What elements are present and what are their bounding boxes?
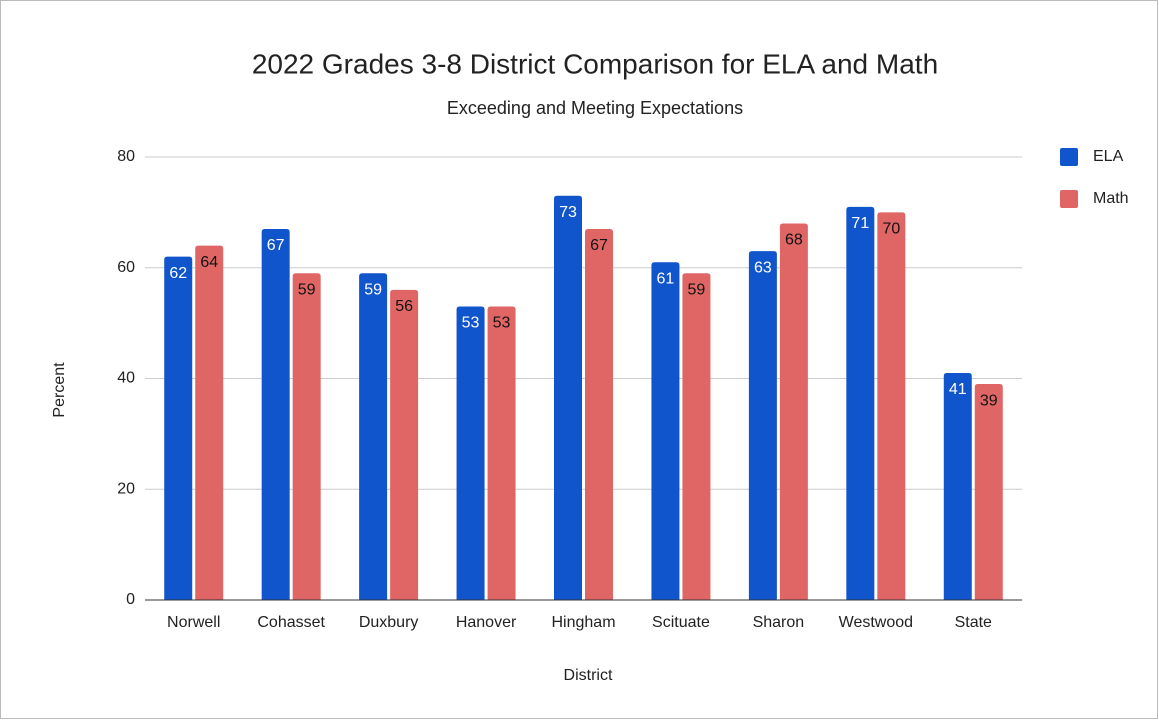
legend-swatch [1060,148,1078,166]
x-tick-label: Westwood [839,614,913,631]
x-axis-label: District [564,667,613,684]
data-label: 39 [980,392,998,409]
y-axis-label: Percent [51,362,68,418]
bar [682,273,711,600]
bar [846,206,875,600]
data-label: 73 [559,204,577,221]
bar [359,273,388,600]
bar [651,262,680,600]
legend-swatch [1060,190,1078,208]
y-tick-label: 40 [117,370,135,387]
bar [779,223,808,600]
bar [164,256,193,600]
bar [456,306,485,600]
data-label: 59 [364,282,382,299]
bar [748,251,777,600]
data-label: 68 [785,232,803,249]
bar [943,372,972,600]
x-tick-label: State [955,614,992,631]
data-label: 53 [493,315,511,332]
data-label: 53 [462,315,480,332]
data-label: 56 [395,298,413,315]
bar [585,228,613,601]
data-label: 71 [851,215,869,232]
data-label: 59 [298,282,316,299]
legend-label: ELA [1093,148,1124,165]
data-label: 63 [754,259,772,276]
bar [195,245,224,600]
y-tick-label: 60 [117,259,135,276]
data-label: 61 [657,270,675,287]
bar [292,273,321,600]
x-tick-label: Hanover [456,614,517,631]
y-tick-label: 80 [117,148,135,165]
bar [390,289,419,600]
data-label: 41 [949,381,967,398]
chart-title: 2022 Grades 3-8 District Comparison for … [252,48,938,79]
data-label: 64 [200,254,218,271]
data-label: 62 [169,265,187,282]
x-tick-label: Sharon [753,614,805,631]
data-label: 59 [688,282,706,299]
legend-label: Math [1093,190,1129,207]
x-tick-label: Hingham [551,614,615,631]
x-tick-label: Scituate [652,614,710,631]
bar [487,306,516,600]
data-label: 70 [882,221,900,238]
data-label: 67 [267,237,285,254]
y-tick-label: 20 [117,480,135,497]
bar [974,384,1003,600]
bar [554,195,582,600]
chart-subtitle: Exceeding and Meeting Expectations [447,98,743,118]
x-tick-label: Cohasset [257,614,325,631]
bar [261,228,290,601]
y-tick-label: 0 [126,591,135,608]
data-label: 67 [590,237,608,254]
x-tick-label: Norwell [167,614,220,631]
x-tick-label: Duxbury [359,614,419,631]
bar [877,212,906,600]
